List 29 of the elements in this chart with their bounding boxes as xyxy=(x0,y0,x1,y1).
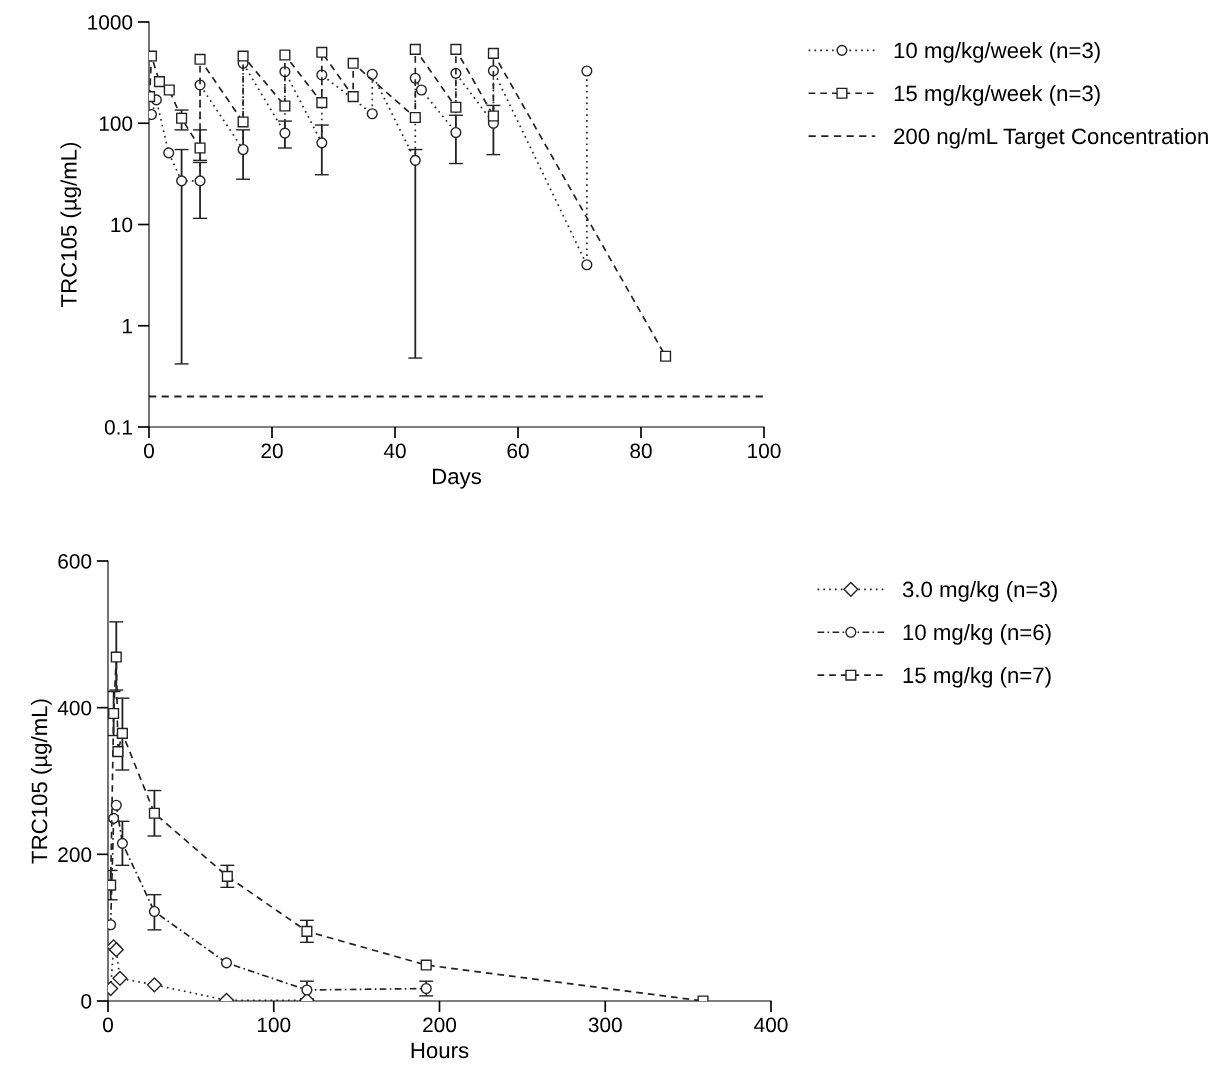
y-tick-label: 400 xyxy=(57,700,92,716)
y-tick-label: 10 xyxy=(111,217,133,233)
x-tick-label: 80 xyxy=(630,443,652,459)
y-tick-label: 0.1 xyxy=(104,420,133,435)
x-tick-label: 60 xyxy=(507,443,529,459)
y-axis-title: TRC105 (µg/mL) xyxy=(60,142,82,307)
y-tick-label: 100 xyxy=(99,116,133,131)
x-tick-label: 40 xyxy=(383,443,406,459)
x-tick-label: 100 xyxy=(748,443,781,459)
x-tick-label: 20 xyxy=(261,443,283,459)
y-tick-label: 0 xyxy=(81,994,92,1009)
y-axis-title: TRC105 (µg/mL) xyxy=(31,699,52,864)
legend-label: 10 mg/kg/week (n=3) xyxy=(894,42,1100,63)
x-tick-label: 200 xyxy=(423,1017,457,1033)
y-tick-label: 600 xyxy=(58,554,92,569)
x-tick-label: 400 xyxy=(754,1017,788,1033)
legend-label: 10 mg/kg (n=6) xyxy=(903,623,1051,645)
y-tick-label: 200 xyxy=(58,847,92,863)
legend-label: 15 mg/kg (n=7) xyxy=(903,666,1051,688)
y-tick-label: 1000 xyxy=(88,15,133,30)
legend-label: 3.0 mg/kg (n=3) xyxy=(902,581,1057,602)
x-tick-label: 0 xyxy=(144,443,154,459)
x-axis-title: Hours xyxy=(411,1042,469,1059)
x-axis-title: Days xyxy=(433,468,482,489)
y-tick-label: 1 xyxy=(123,318,133,334)
x-tick-label: 100 xyxy=(257,1017,291,1033)
x-tick-label: 300 xyxy=(588,1017,622,1033)
legend-label: 15 mg/kg/week (n=3) xyxy=(894,84,1100,106)
legend-label: 200 ng/mL Target Concentration xyxy=(894,127,1208,149)
